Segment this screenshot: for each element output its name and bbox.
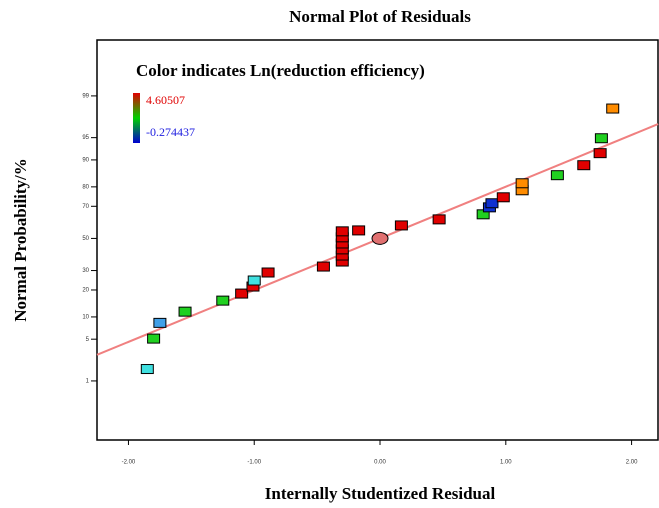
point (432, 214, 446, 225)
point (153, 317, 167, 328)
point (394, 220, 408, 231)
point (485, 198, 499, 209)
point (147, 333, 161, 344)
point (594, 133, 608, 144)
point (577, 160, 591, 171)
point (140, 364, 154, 375)
point (550, 170, 564, 181)
colorbar (133, 93, 140, 143)
y-tick-label: 50 (82, 236, 89, 242)
colorbar-min-label: -0.274437 (146, 125, 195, 139)
point (606, 103, 620, 114)
point (496, 192, 510, 203)
y-tick-label: 1 (86, 379, 90, 385)
x-tick-label: -2.00 (122, 460, 136, 466)
center-point (371, 231, 389, 245)
y-tick-label: 99 (82, 93, 89, 99)
y-tick-label: 30 (82, 268, 89, 274)
x-tick-label: -1.00 (247, 460, 261, 466)
point (178, 306, 192, 317)
y-tick-label: 95 (82, 135, 89, 141)
plot-frame (96, 39, 659, 441)
point (316, 261, 330, 272)
y-tick-label: 80 (82, 184, 89, 190)
x-tick-label: 1.00 (500, 460, 512, 466)
y-axis-title: Normal Probability/% (11, 158, 30, 322)
y-tick-label: 5 (86, 337, 90, 343)
point (352, 225, 366, 236)
x-tick-label: 2.00 (626, 460, 638, 466)
point (593, 148, 607, 159)
point (261, 267, 275, 278)
point (515, 178, 529, 189)
chart-title: Normal Plot of Residuals (289, 7, 471, 26)
point (247, 275, 261, 286)
y-tick-label: 90 (82, 157, 89, 163)
x-axis-title: Internally Studentized Residual (265, 484, 496, 503)
colorbar-title: Color indicates Ln(reduction efficiency) (136, 61, 425, 80)
point (235, 288, 249, 299)
point (216, 295, 230, 306)
y-tick-label: 10 (82, 315, 89, 321)
colorbar-max-label: 4.60507 (146, 93, 185, 107)
y-tick-label: 20 (82, 288, 89, 294)
point (335, 226, 349, 237)
y-tick-label: 70 (82, 204, 89, 210)
x-tick-label: 0.00 (374, 460, 386, 466)
